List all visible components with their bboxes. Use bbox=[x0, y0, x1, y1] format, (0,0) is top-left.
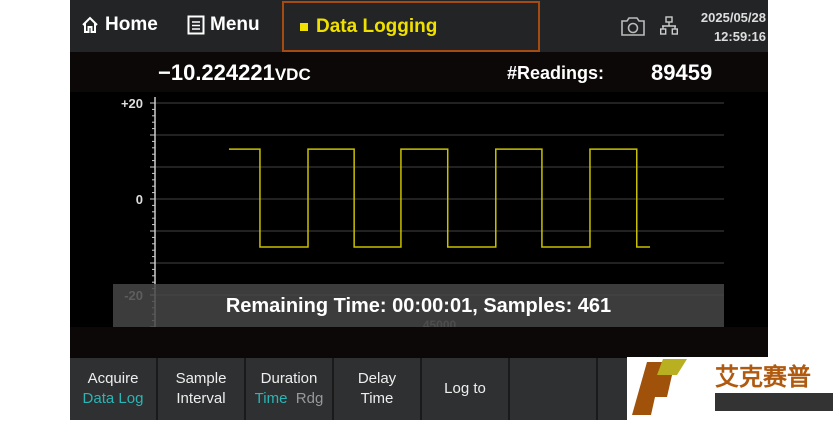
readings-label: #Readings: bbox=[507, 63, 605, 83]
accexp-logo-icon: 艾克赛普 bbox=[632, 359, 833, 415]
home-label: Home bbox=[105, 14, 158, 35]
value-unit: VDC bbox=[274, 65, 311, 84]
menu-button[interactable]: Menu bbox=[187, 14, 260, 36]
tab-data-logging[interactable]: Data Logging bbox=[282, 1, 540, 52]
softkey-log-to[interactable]: Log to bbox=[422, 358, 510, 420]
date: 2025/05/28 bbox=[700, 10, 766, 25]
menu-label: Menu bbox=[210, 14, 260, 35]
softkey-empty-1[interactable] bbox=[510, 358, 598, 420]
softkey-label: Log to bbox=[444, 380, 486, 397]
header: Home Menu Data Logging 2025/05/28 12:59:1… bbox=[70, 0, 768, 52]
softkey-label: Acquire bbox=[87, 370, 139, 387]
status-strip bbox=[70, 327, 768, 358]
home-button[interactable]: Home bbox=[80, 14, 158, 36]
camera-icon[interactable] bbox=[620, 15, 646, 37]
svg-text:艾克赛普: 艾克赛普 bbox=[715, 363, 811, 391]
option-time: Time bbox=[254, 390, 288, 407]
watermark-logo: 艾克赛普 bbox=[627, 357, 840, 420]
status-overlay: Remaining Time: 00:00:01, Samples: 461 bbox=[113, 284, 724, 327]
softkey-delay-time[interactable]: Delay Time bbox=[334, 358, 422, 420]
option-rdg: Rdg bbox=[295, 390, 324, 407]
reading-row: −10.224221VDC #Readings: 89459 bbox=[70, 52, 768, 92]
readings-count: 89459 bbox=[651, 60, 713, 85]
tab-label: Data Logging bbox=[316, 15, 438, 37]
measurement-value: −10.224221VDC bbox=[158, 60, 311, 86]
value-number: −10.224221 bbox=[158, 60, 275, 85]
softkey-sample-interval[interactable]: Sample Interval bbox=[158, 358, 246, 420]
y-tick-label: +20 bbox=[121, 96, 143, 111]
softkey-label-2: Time bbox=[360, 390, 394, 407]
menu-icon bbox=[187, 15, 205, 35]
softkey-duration[interactable]: Duration Time Rdg bbox=[246, 358, 334, 420]
softkey-value: Data Log bbox=[82, 390, 144, 407]
softkey-label: Delay bbox=[357, 370, 397, 387]
series-line bbox=[228, 148, 651, 248]
network-icon bbox=[660, 16, 678, 35]
softkey-label: Duration bbox=[260, 370, 318, 387]
softkey-acquire[interactable]: Acquire Data Log bbox=[70, 358, 158, 420]
time: 12:59:16 bbox=[713, 29, 766, 44]
softkey-label-2: Interval bbox=[176, 390, 226, 407]
y-tick-label: 0 bbox=[136, 192, 143, 207]
home-icon bbox=[82, 16, 98, 33]
datetime: 2025/05/28 12:59:16 bbox=[701, 8, 766, 46]
softkey-label: Sample bbox=[175, 370, 227, 387]
tab-marker bbox=[300, 22, 308, 31]
